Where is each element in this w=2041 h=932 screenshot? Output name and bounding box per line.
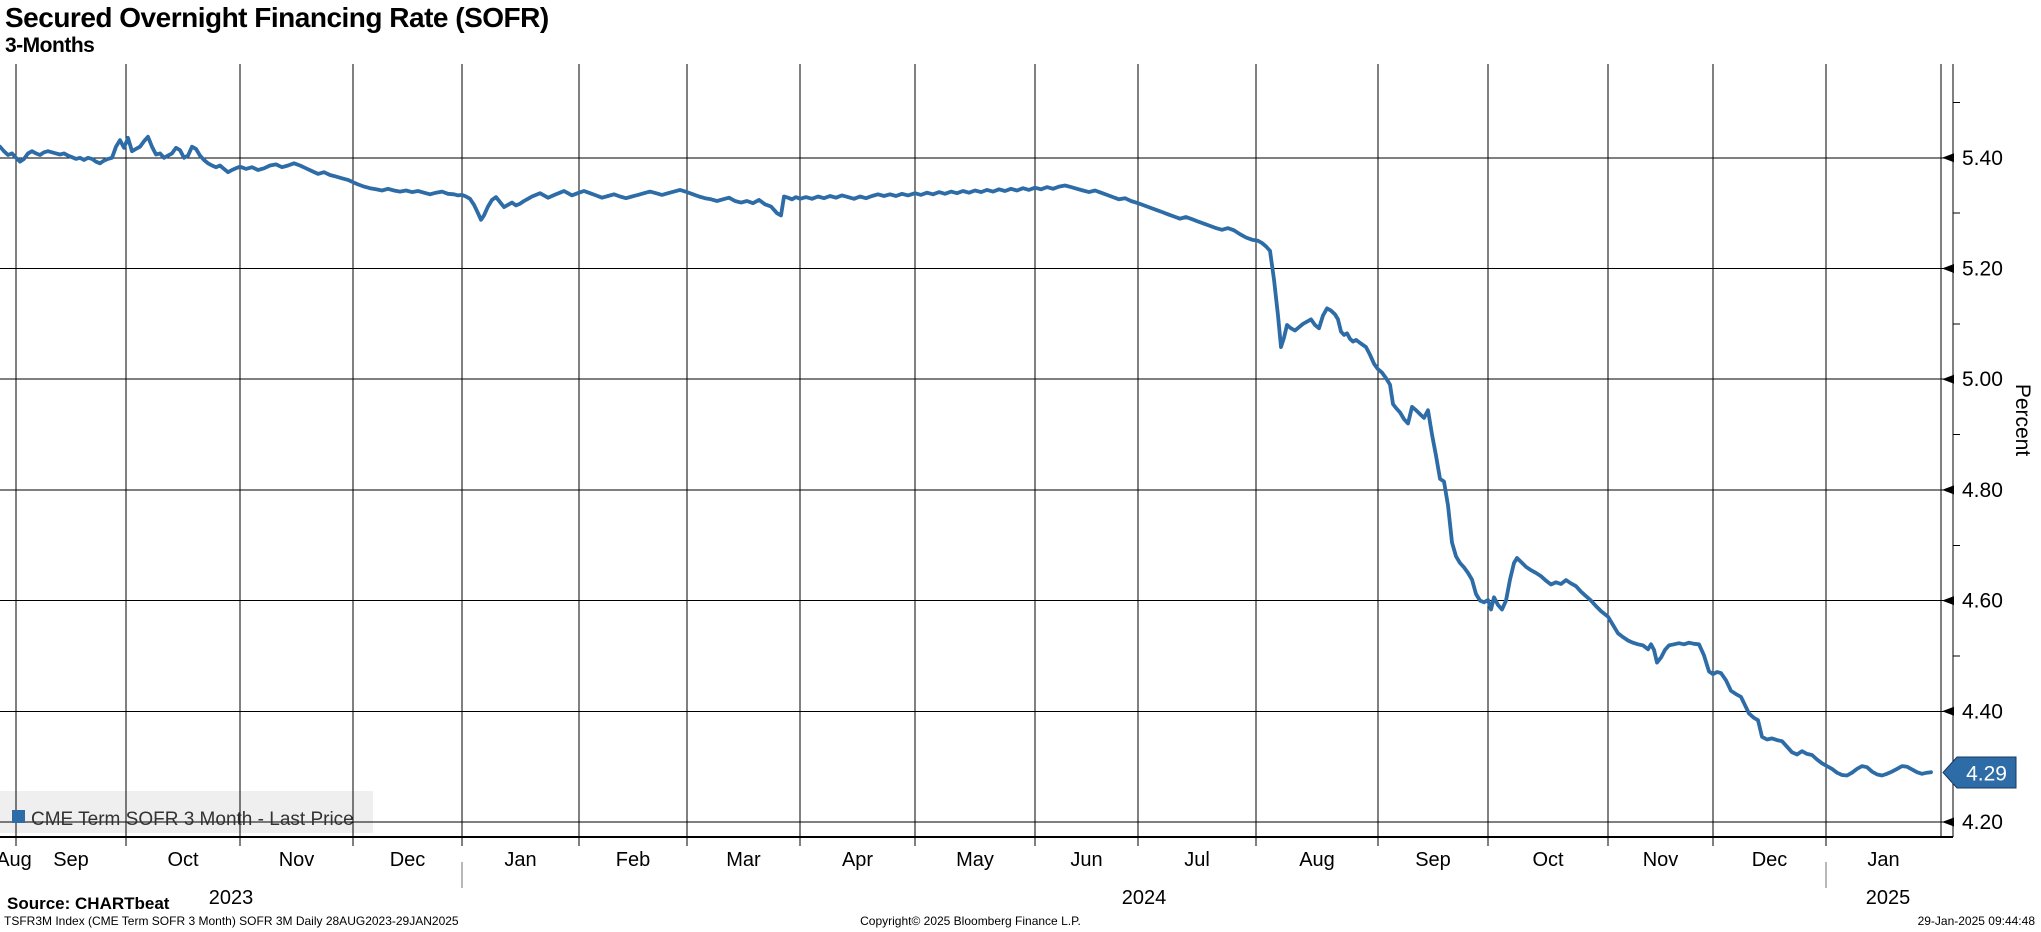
page-title: Secured Overnight Financing Rate (SOFR) [5, 2, 549, 33]
y-axis-value-label: 5.20 [1962, 258, 2003, 281]
page-subtitle: 3-Months [5, 34, 95, 57]
last-price-flag [1942, 756, 2017, 789]
x-axis-month-label: May [956, 849, 994, 871]
y-axis-tick-arrow [1942, 706, 1954, 716]
x-axis-month-label: Nov [1643, 849, 1679, 871]
x-axis-month-label: Jul [1184, 849, 1210, 871]
footer-timestamp: 29-Jan-2025 09:44:48 [1917, 914, 2035, 928]
x-axis-year-label: 2023 [209, 887, 254, 909]
x-axis-month-label: Apr [842, 849, 873, 871]
x-axis-month-label: Sep [1415, 849, 1451, 871]
legend-swatch-icon[interactable] [12, 810, 25, 823]
y-axis-value-label: 4.20 [1962, 811, 2003, 834]
source-label: Source: CHARTbeat [7, 894, 170, 913]
x-axis-year-label: 2024 [1122, 887, 1167, 909]
x-axis-month-label: Nov [279, 849, 315, 871]
footer-ticker-info: TSFR3M Index (CME Term SOFR 3 Month) SOF… [4, 914, 459, 928]
y-axis-tick-arrow [1942, 153, 1954, 163]
x-axis-month-label: Aug [1299, 849, 1335, 871]
y-axis-title: Percent [2011, 384, 2034, 457]
y-axis-value-label: 4.80 [1962, 479, 2003, 502]
x-axis-month-label: Oct [1532, 849, 1564, 871]
x-axis-year-label: 2025 [1866, 887, 1911, 909]
x-axis-month-label: Jan [1867, 849, 1899, 871]
x-axis-month-label: Aug [0, 849, 32, 871]
y-axis-value-label: 4.40 [1962, 700, 2003, 723]
x-axis-month-label: Mar [726, 849, 761, 871]
x-axis-month-label: Sep [53, 849, 89, 871]
x-axis-month-label: Feb [616, 849, 650, 871]
sofr-line-series [0, 134, 1933, 778]
y-axis-tick-arrow [1942, 485, 1954, 495]
x-axis-month-label: Jan [504, 849, 536, 871]
x-axis-month-label: Oct [167, 849, 199, 871]
y-axis-tick-arrow [1942, 264, 1954, 273]
y-axis-value-label: 5.40 [1962, 147, 2003, 170]
y-axis-tick-arrow [1942, 596, 1954, 606]
legend-background [0, 791, 373, 833]
last-price-flag-label: 4.29 [1966, 763, 2007, 786]
y-axis-value-label: 4.60 [1962, 590, 2003, 613]
y-axis-tick-arrow [1942, 817, 1954, 827]
x-axis-month-label: Dec [1752, 849, 1788, 871]
y-axis-tick-arrow [1942, 374, 1954, 384]
x-axis-month-label: Dec [390, 849, 426, 871]
footer-copyright: Copyright© 2025 Bloomberg Finance L.P. [860, 914, 1081, 928]
legend-series-label[interactable]: CME Term SOFR 3 Month - Last Price [31, 809, 354, 830]
x-axis-month-label: Jun [1070, 849, 1102, 871]
y-axis-value-label: 5.00 [1962, 368, 2003, 391]
